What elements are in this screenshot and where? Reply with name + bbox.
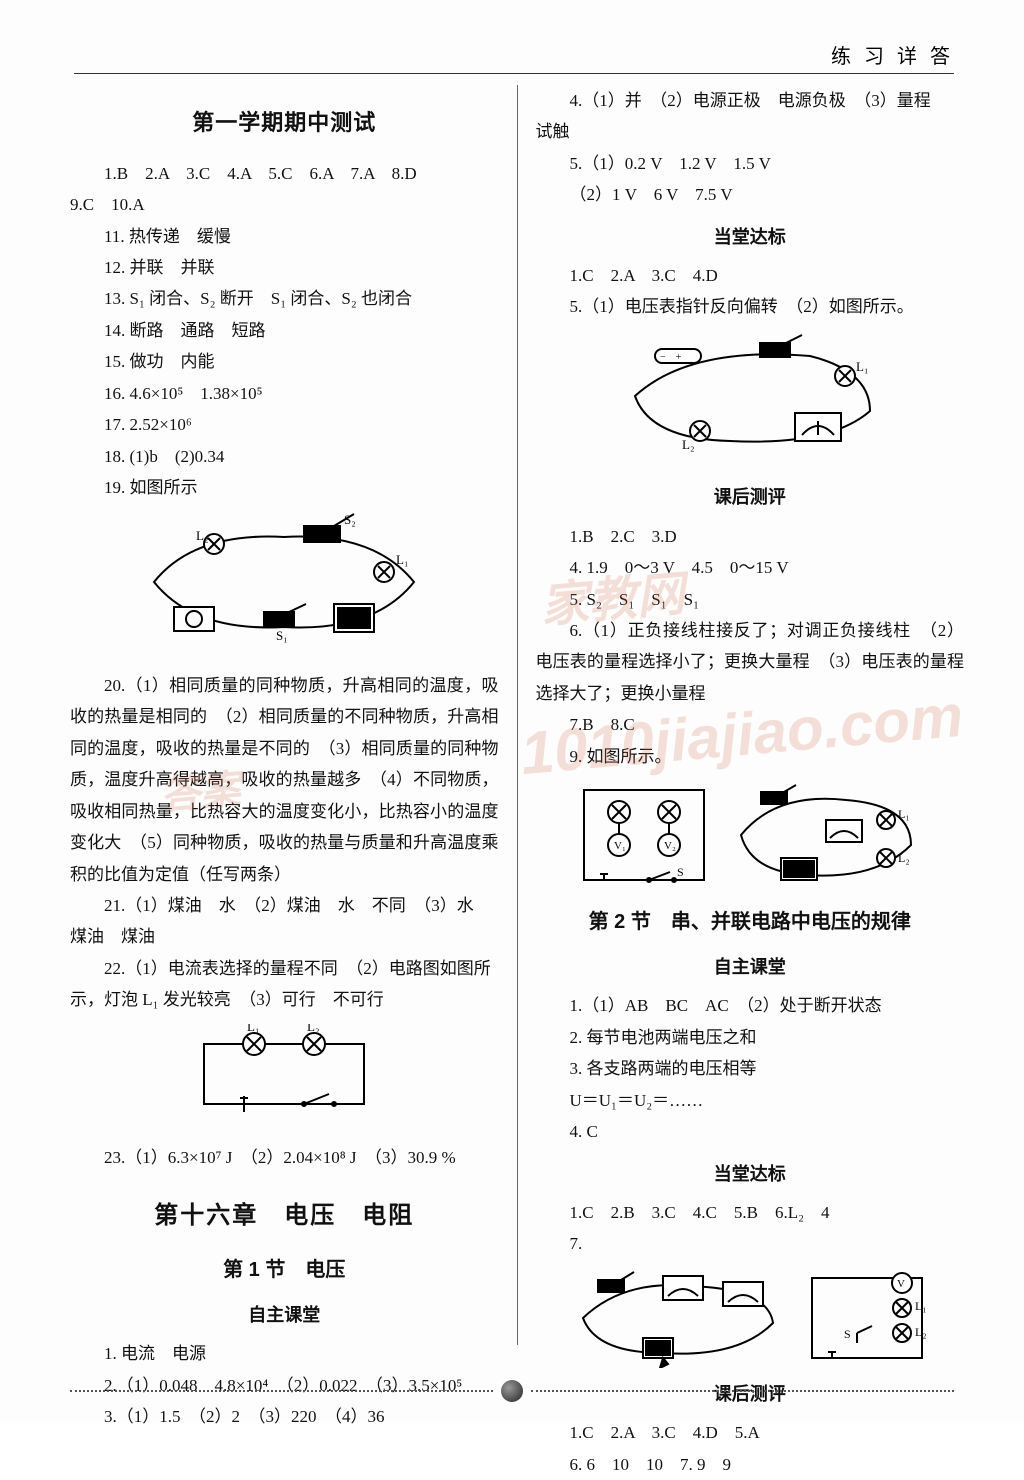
answer-line: 19. 如图所示 [70,472,499,503]
two-column-layout: 第一学期期中测试 1.B 2.A 3.C 4.A 5.C 6.A 7.A 8.D… [70,85,964,1345]
chapter-title: 第十六章 电压 电阻 [70,1194,499,1238]
section-title: 第 2 节 串、并联电路中电压的规律 [536,904,965,941]
circuit-figure-3: − + L₁ L₂ [536,331,965,471]
answer-line: 7.B 8.C [536,709,965,740]
answer-line: 3. 各支路两端的电压相等 [536,1053,965,1084]
answer-line: 1.B 2.C 3.D [536,521,965,552]
subsection-title: 当堂达标 [536,1158,965,1191]
answer-line: 17. 2.52×10⁶ [70,409,499,440]
answer-line: 7. [536,1228,965,1259]
answer-line: 5. S₂ S₁ S₁ S₁ [536,584,965,615]
answer-line: U＝U₁＝U₂＝…… [536,1085,965,1116]
answer-line: 4.（1）并 （2）电源正极 电源负极 （3）量程 试触 [536,85,965,148]
answer-line: 22.（1）电流表选择的量程不同 （2）电路图如图所示，灯泡 L₁ 发光较亮 （… [70,953,499,1016]
answer-line: 11. 热传递 缓慢 [70,221,499,252]
svg-text:V: V [897,1278,905,1290]
answer-line: 5.（1）电压表指针反向偏转 （2）如图所示。 [536,291,965,322]
svg-text:S: S [844,1327,851,1341]
svg-text:V₁: V₁ [614,840,626,852]
svg-text:L₁: L₁ [247,1024,259,1034]
answer-line: 1. 电流 电源 [70,1338,499,1369]
answer-line: 16. 4.6×10⁵ 1.38×10⁵ [70,378,499,409]
circuit-figure-5: V L₁ L₂ S [536,1268,965,1368]
circuit-figure-1: L₂ L₁ S₁ S₂ [70,512,499,662]
answer-line: 9.C 10.A [70,189,499,220]
svg-text:L₁: L₁ [898,807,910,821]
svg-text:L₁: L₁ [396,552,408,567]
footer-decoration [70,1381,954,1401]
svg-text:L₂: L₂ [307,1024,319,1034]
circuit-figure-4: V₁ V₂ S [536,780,965,890]
section-title: 第 1 节 电压 [70,1252,499,1289]
answer-line: 1.（1）AB BC AC （2）处于断开状态 [536,990,965,1021]
answer-line: 1.C 2.A 3.C 4.D 5.A [536,1417,965,1448]
answer-line: 4. 1.9 0～3 V 4.5 0～15 V [536,552,965,583]
svg-text:L₁: L₁ [856,359,868,374]
svg-text:S₂: S₂ [344,512,356,527]
answer-line: 14. 断路 通路 短路 [70,315,499,346]
answer-line: 20.（1）相同质量的同种物质，升高相同的温度，吸收的热量是相同的 （2）相同质… [70,670,499,890]
right-column: 4.（1）并 （2）电源正极 电源负极 （3）量程 试触 5.（1）0.2 V … [536,85,965,1345]
svg-text:S: S [677,865,684,879]
answer-line: 21.（1）煤油 水 （2）煤油 水 不同 （3）水 煤油 煤油 [70,890,499,953]
circuit-figure-2: L₁ L₂ [70,1024,499,1134]
answer-line: 5.（1）0.2 V 1.2 V 1.5 V [536,148,965,179]
answer-line: 12. 并联 并联 [70,252,499,283]
answer-line: 9. 如图所示。 [536,741,965,772]
answer-line: 2. 每节电池两端电压之和 [536,1022,965,1053]
answer-line: 18. (1)b (2)0.34 [70,441,499,472]
answer-line: 13. S₁ 闭合、S₂ 断开 S₁ 闭合、S₂ 也闭合 [70,283,499,314]
answer-line: 1.C 2.A 3.C 4.D [536,260,965,291]
page-header: 练 习 详 答 [74,40,954,74]
svg-text:− +: − + [660,352,682,363]
svg-text:L₂: L₂ [682,437,694,452]
answer-line: 23.（1）6.3×10⁷ J （2）2.04×10⁸ J （3）30.9 % [70,1142,499,1173]
svg-text:L₂: L₂ [196,528,208,543]
answer-line: 6.（1）正负接线柱接反了；对调正负接线柱 （2）电压表的量程选择小了；更换大量… [536,615,965,709]
svg-text:L₂: L₂ [898,851,910,865]
svg-text:L₂: L₂ [915,1325,927,1339]
answer-line: 3.（1）1.5 （2）2 （3）220 （4）36 [70,1401,499,1432]
answer-line: 15. 做功 内能 [70,346,499,377]
subsection-title: 自主课堂 [70,1299,499,1332]
sphere-icon [501,1380,523,1402]
column-divider [517,85,518,1345]
answer-line: （2）1 V 6 V 7.5 V [536,179,965,210]
svg-text:V₂: V₂ [664,840,676,852]
subsection-title: 当堂达标 [536,221,965,254]
answer-line: 6. 6 10 10 7. 9 9 [536,1449,965,1480]
page: 练 习 详 答 第一学期期中测试 1.B 2.A 3.C 4.A 5.C 6.A… [0,0,1024,1423]
answer-line: 4. C [536,1116,965,1147]
subsection-title: 自主课堂 [536,951,965,984]
answer-line: 1.B 2.A 3.C 4.A 5.C 6.A 7.A 8.D [70,158,499,189]
answer-line: 1.C 2.B 3.C 4.C 5.B 6.L₂ 4 [536,1197,965,1228]
subsection-title: 课后测评 [536,481,965,514]
svg-text:S₁: S₁ [276,628,288,643]
left-column: 第一学期期中测试 1.B 2.A 3.C 4.A 5.C 6.A 7.A 8.D… [70,85,499,1345]
midterm-title: 第一学期期中测试 [70,103,499,144]
svg-text:L₁: L₁ [915,1299,927,1313]
